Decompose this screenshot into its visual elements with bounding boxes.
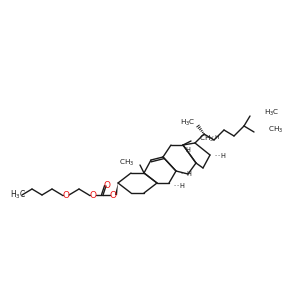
Text: CH$_3$: CH$_3$ [268,125,283,135]
Text: H$_3$C: H$_3$C [264,108,280,118]
Text: $\cdot\cdot$H: $\cdot\cdot$H [180,169,193,178]
Polygon shape [115,183,118,195]
Text: CH$_3$: CH$_3$ [199,134,214,144]
Text: H$_3$C: H$_3$C [181,118,196,128]
Text: H: H [185,147,190,153]
Text: $\cdot\cdot$H: $\cdot\cdot$H [173,181,186,190]
Text: O: O [89,190,97,200]
Text: H$_3$C: H$_3$C [10,189,26,201]
Text: O: O [110,190,116,200]
Text: CH$_3$: CH$_3$ [119,158,134,168]
Text: $\cdot\cdot$H: $\cdot\cdot$H [214,151,227,160]
Text: O: O [103,181,110,190]
Text: $\cdot\cdot$H: $\cdot\cdot$H [208,133,220,141]
Text: O: O [62,190,70,200]
